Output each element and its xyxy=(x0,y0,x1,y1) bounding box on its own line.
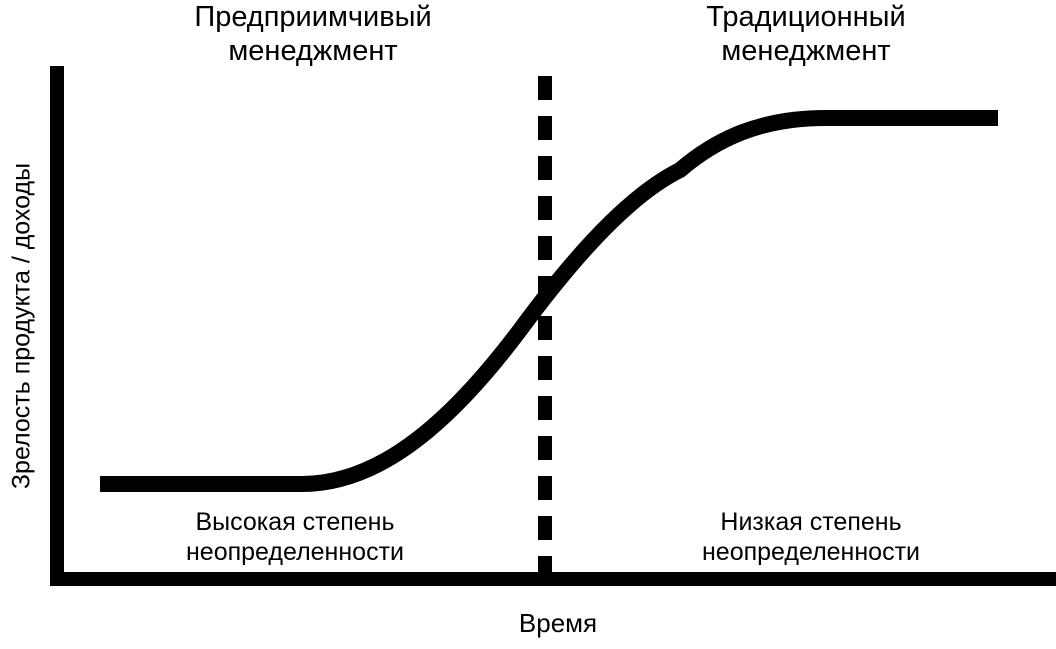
x-axis-title: Время xyxy=(518,608,598,638)
right-phase-label: Традиционный менеджмент xyxy=(646,0,966,68)
left-uncertainty-label: Высокая степень неопределенности xyxy=(135,508,455,567)
y-axis-title: Зрелость продукта / доходы xyxy=(7,162,36,490)
left-uncertainty-line-1: Высокая степень xyxy=(195,508,395,536)
left-uncertainty-line-2: неопределенности xyxy=(186,537,404,566)
left-phase-line-1: Предприимчивый xyxy=(194,1,432,33)
right-phase-line-1: Традиционный xyxy=(706,1,906,33)
right-phase-line-2: менеджмент xyxy=(721,35,891,68)
right-uncertainty-line-1: Низкая степень xyxy=(720,508,902,536)
left-phase-line-2: менеджмент xyxy=(228,35,398,68)
right-uncertainty-label: Низкая степень неопределенности xyxy=(651,508,971,567)
maturity-curve xyxy=(100,109,998,492)
left-phase-label: Предприимчивый менеджмент xyxy=(153,0,473,68)
right-uncertainty-line-2: неопределенности xyxy=(702,537,920,566)
